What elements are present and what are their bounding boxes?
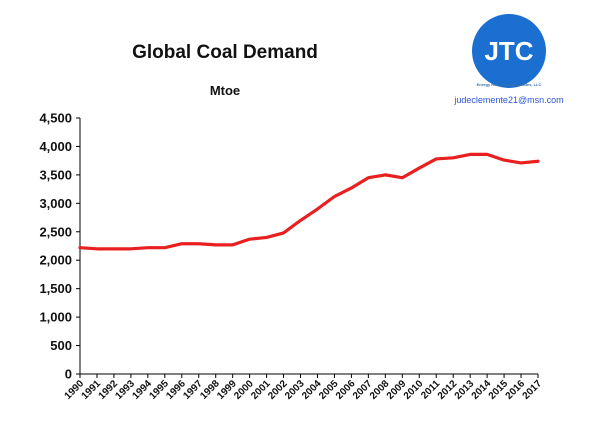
y-tick-label: 2,000 (39, 253, 72, 268)
jtc-logo-icon: JTC (472, 14, 546, 88)
y-tick-label: 1,500 (39, 281, 72, 296)
y-tick-label: 2,500 (39, 224, 72, 239)
y-tick-label: 1,000 (39, 310, 72, 325)
y-tick-label: 500 (50, 338, 72, 353)
y-tick-label: 4,000 (39, 139, 72, 154)
series-line (78, 152, 540, 251)
y-tick-label: 4,500 (39, 111, 72, 126)
y-tick-label: 3,000 (39, 196, 72, 211)
chart-subtitle: Mtoe (209, 83, 241, 98)
chart-title: Global Coal Demand (132, 42, 318, 63)
y-tick-label: 0 (65, 367, 72, 382)
x-tick-label: 2017 (521, 378, 545, 402)
y-tick-label: 3,500 (39, 167, 72, 182)
logo-text: JTC (484, 36, 533, 66)
logo-subtext: Energy Research Associates, LLC (476, 82, 542, 87)
contact-email: judeclemente21@msn.com (454, 95, 564, 105)
